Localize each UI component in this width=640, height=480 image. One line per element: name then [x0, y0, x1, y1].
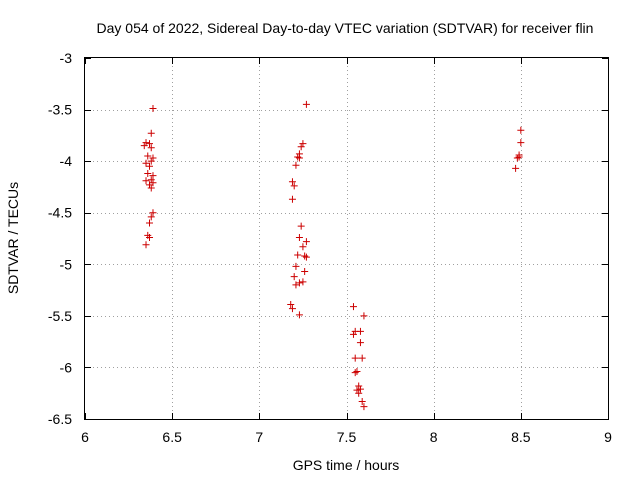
y-tick-label: -6 — [60, 359, 73, 375]
data-point-marker — [353, 368, 361, 376]
data-point-marker — [147, 213, 155, 221]
chart-title: Day 054 of 2022, Sidereal Day-to-day VTE… — [97, 20, 594, 36]
data-point-marker — [149, 105, 157, 113]
data-point-marker — [301, 268, 309, 276]
y-axis-title: SDTVAR / TECUs — [5, 182, 21, 294]
data-point-marker — [295, 154, 303, 162]
x-tick-label: 8 — [430, 429, 438, 445]
data-point-marker — [142, 241, 150, 249]
data-point-marker — [512, 164, 520, 172]
data-point-marker — [517, 139, 525, 147]
data-point-marker — [144, 170, 152, 178]
data-point-marker — [360, 312, 368, 320]
data-point-marker — [355, 389, 363, 397]
data-point-marker — [288, 305, 296, 313]
data-point-marker — [356, 327, 364, 335]
data-point-marker — [147, 184, 155, 192]
data-point-marker — [290, 182, 298, 190]
y-tick-label: -4.5 — [48, 205, 72, 221]
data-point-marker — [302, 253, 310, 261]
data-point-marker — [299, 140, 307, 148]
data-point-marker — [517, 126, 525, 134]
data-point-marker — [297, 222, 305, 230]
data-point-marker — [290, 273, 298, 281]
data-point-marker — [147, 144, 155, 152]
data-point-marker — [140, 142, 148, 150]
data-point-marker — [351, 354, 359, 362]
data-points — [140, 100, 525, 411]
y-tick-label: -3.5 — [48, 102, 72, 118]
data-point-marker — [297, 143, 305, 151]
y-tick-label: -3 — [60, 50, 73, 66]
x-tick-labels: 6 6.5 7 7.5 8 8.5 9 — [81, 429, 612, 445]
data-point-marker — [299, 243, 307, 251]
data-point-marker — [149, 172, 157, 180]
x-tick-label: 9 — [604, 429, 612, 445]
data-point-marker — [301, 252, 309, 260]
data-point-marker — [302, 238, 310, 246]
plot-frame — [84, 57, 609, 420]
x-tick-label: 7 — [255, 429, 263, 445]
data-point-marker — [294, 153, 302, 161]
data-point-marker — [287, 301, 295, 309]
data-point-marker — [358, 397, 366, 405]
data-point-marker — [353, 386, 361, 394]
x-tick-label: 6.5 — [162, 429, 182, 445]
data-point-marker — [146, 181, 154, 189]
data-point-marker — [295, 311, 303, 319]
x-tick-label: 7.5 — [337, 429, 357, 445]
data-point-marker — [146, 140, 154, 148]
data-point-marker — [142, 159, 150, 167]
data-point-marker — [146, 233, 154, 241]
data-point-marker — [142, 139, 150, 147]
data-point-marker — [356, 385, 364, 393]
data-point-marker — [515, 153, 523, 161]
y-tick-label: -6.5 — [48, 411, 72, 427]
data-point-marker — [147, 129, 155, 137]
x-tick-label: 8.5 — [511, 429, 531, 445]
data-point-marker — [288, 178, 296, 186]
data-point-marker — [349, 303, 357, 311]
data-point-marker — [351, 369, 359, 377]
grid-lines — [85, 58, 608, 419]
data-point-marker — [292, 281, 300, 289]
data-point-marker — [288, 195, 296, 203]
data-point-marker — [358, 354, 366, 362]
y-tick-label: -4 — [60, 153, 73, 169]
x-axis-title: GPS time / hours — [293, 457, 400, 473]
data-point-marker — [302, 100, 310, 108]
data-point-marker — [356, 339, 364, 347]
data-point-marker — [294, 251, 302, 259]
data-point-marker — [149, 154, 157, 162]
data-point-marker — [295, 233, 303, 241]
data-point-marker — [360, 403, 368, 411]
data-point-marker — [146, 162, 154, 170]
data-point-marker — [142, 177, 150, 185]
x-tick-label: 6 — [81, 429, 89, 445]
y-tick-labels: -3 -3.5 -4 -4.5 -5 -5.5 -6 -6.5 — [48, 50, 72, 427]
data-point-marker — [144, 152, 152, 160]
data-point-marker — [147, 157, 155, 165]
data-point-marker — [292, 262, 300, 270]
y-tick-label: -5.5 — [48, 308, 72, 324]
data-point-marker — [149, 209, 157, 217]
data-point-marker — [349, 330, 357, 338]
y-tick-label: -5 — [60, 256, 73, 272]
data-point-marker — [355, 382, 363, 390]
data-point-marker — [147, 176, 155, 184]
data-point-marker — [146, 219, 154, 227]
data-point-marker — [299, 278, 307, 286]
data-point-marker — [292, 161, 300, 169]
data-point-marker — [513, 154, 521, 162]
